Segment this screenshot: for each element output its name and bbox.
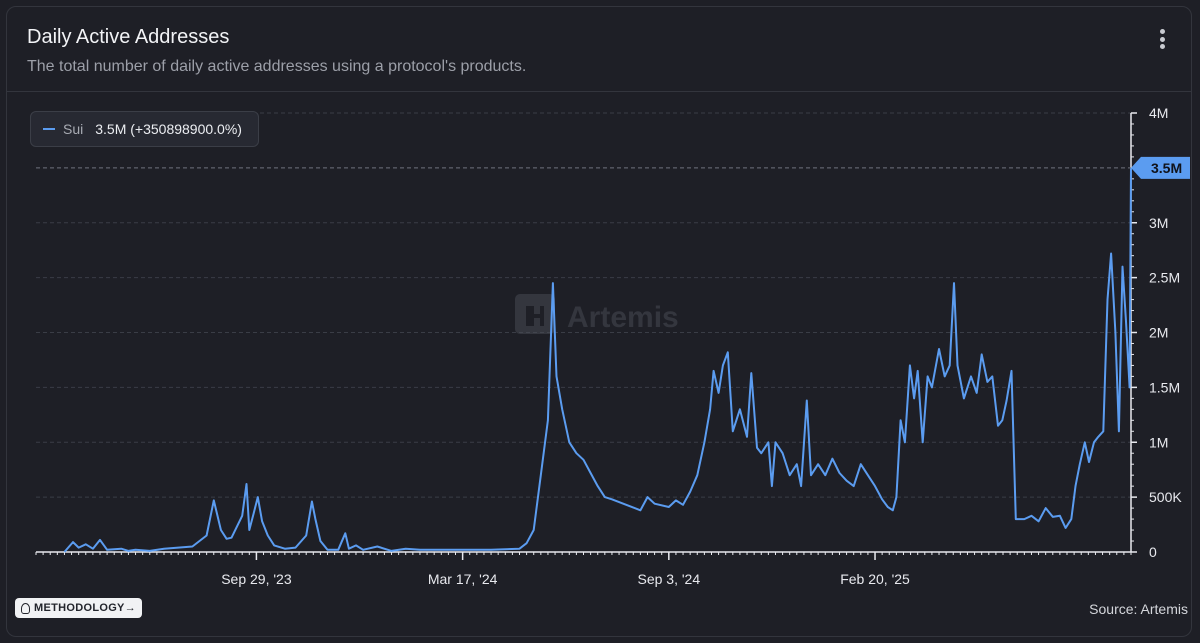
y-tick-label: 1M (1149, 434, 1168, 450)
header-divider (7, 91, 1191, 92)
y-tick-label: 2.5M (1149, 270, 1180, 286)
x-tick-label: Mar 17, '24 (428, 571, 498, 587)
series-line-sui (63, 167, 1132, 553)
chart-title: Daily Active Addresses (27, 26, 230, 48)
legend-series-value: 3.5M (+350898900.0%) (95, 121, 242, 137)
axes: 0 500K 1M 1.5M 2M 2.5M 3M 3.5M 4M Sep 29, '23 Mar … (35, 105, 1182, 587)
legend-series-name: Sui (63, 121, 84, 137)
series-layer (63, 167, 1132, 553)
legend-swatch (43, 128, 55, 130)
watermark-logo-glyph (526, 306, 544, 326)
chart-subtitle: The total number of daily active address… (27, 58, 527, 75)
watermark-text: Artemis (567, 301, 679, 334)
more-options-icon[interactable] (1153, 27, 1171, 51)
y-tick-label: 4M (1149, 105, 1168, 121)
last-value-label: 3.5M (1151, 160, 1182, 176)
methodology-label: METHODOLOGY→ (34, 602, 136, 614)
y-tick-label: 1.5M (1149, 379, 1180, 395)
y-tick-label: 3M (1149, 215, 1168, 231)
y-tick-label: 0 (1149, 544, 1157, 560)
y-tick-label: 500K (1149, 489, 1182, 505)
last-value-marker: 3.5M (36, 156, 1190, 179)
last-value-tag (1131, 156, 1190, 179)
methodology-button[interactable]: METHODOLOGY→ (15, 598, 142, 618)
x-tick-label: Feb 20, '25 (840, 571, 910, 587)
source-label: Source: Artemis (1089, 601, 1188, 617)
x-tick-label: Sep 3, '24 (638, 571, 701, 587)
lightbulb-icon (21, 602, 30, 614)
legend[interactable]: Sui 3.5M (+350898900.0%) (30, 111, 259, 147)
y-tick-label: 2M (1149, 325, 1168, 341)
watermark-logo: Artemis (515, 294, 679, 334)
grid-lines (36, 112, 1131, 498)
x-tick-label: Sep 29, '23 (221, 571, 292, 587)
